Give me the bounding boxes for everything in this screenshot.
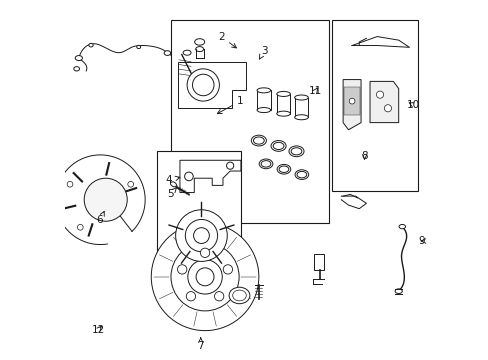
Text: 8: 8 [361, 150, 367, 161]
Ellipse shape [270, 140, 285, 151]
Bar [314, 253, 324, 270]
Circle shape [384, 105, 391, 112]
Circle shape [193, 228, 209, 243]
Ellipse shape [294, 115, 308, 120]
Text: 3: 3 [259, 46, 267, 59]
Circle shape [151, 223, 258, 330]
Circle shape [187, 260, 222, 294]
Ellipse shape [170, 182, 176, 187]
Ellipse shape [251, 135, 266, 146]
Bar [276, 94, 290, 114]
Text: 11: 11 [308, 86, 322, 96]
Circle shape [77, 224, 83, 230]
Ellipse shape [279, 166, 288, 172]
Ellipse shape [228, 287, 249, 304]
Text: 9: 9 [418, 236, 425, 246]
Bar [156, 151, 241, 266]
Bar [332, 21, 418, 191]
Circle shape [196, 268, 214, 286]
Ellipse shape [394, 289, 402, 293]
Ellipse shape [259, 159, 272, 169]
Circle shape [186, 292, 195, 301]
Circle shape [177, 265, 186, 274]
Text: 4: 4 [165, 175, 180, 185]
Ellipse shape [194, 39, 204, 45]
Ellipse shape [296, 171, 306, 178]
Ellipse shape [75, 55, 82, 60]
Circle shape [376, 91, 383, 98]
Ellipse shape [290, 148, 301, 155]
Ellipse shape [294, 95, 308, 100]
Ellipse shape [89, 43, 93, 47]
Ellipse shape [137, 45, 141, 49]
Ellipse shape [277, 165, 290, 174]
Circle shape [348, 98, 354, 104]
Text: 1: 1 [217, 96, 243, 114]
Ellipse shape [273, 142, 284, 149]
Circle shape [67, 181, 73, 187]
Polygon shape [343, 80, 360, 130]
Polygon shape [178, 62, 246, 108]
Circle shape [214, 292, 224, 301]
Ellipse shape [261, 161, 270, 167]
Circle shape [223, 265, 232, 274]
Text: 7: 7 [197, 338, 203, 351]
Circle shape [171, 243, 239, 311]
Ellipse shape [195, 46, 203, 51]
Bar [171, 21, 328, 223]
Ellipse shape [183, 50, 191, 55]
Polygon shape [344, 87, 359, 116]
Circle shape [226, 162, 233, 169]
Ellipse shape [257, 108, 270, 113]
Ellipse shape [294, 170, 308, 180]
Circle shape [187, 69, 219, 101]
Circle shape [192, 74, 214, 96]
Text: 10: 10 [406, 100, 419, 110]
Ellipse shape [276, 91, 290, 96]
Polygon shape [369, 81, 398, 123]
Ellipse shape [398, 225, 405, 229]
Circle shape [84, 178, 127, 221]
Text: 12: 12 [91, 325, 104, 335]
Circle shape [185, 220, 217, 252]
Bar [257, 90, 270, 110]
Polygon shape [180, 160, 241, 193]
Ellipse shape [276, 111, 290, 116]
Text: 5: 5 [167, 187, 177, 199]
Bar [294, 98, 308, 117]
Ellipse shape [257, 88, 270, 93]
Circle shape [200, 248, 209, 257]
Ellipse shape [164, 51, 170, 55]
Text: 2: 2 [218, 32, 236, 48]
Text: 6: 6 [97, 211, 104, 225]
Circle shape [184, 172, 193, 181]
Ellipse shape [232, 290, 246, 301]
Ellipse shape [288, 146, 304, 157]
Ellipse shape [74, 67, 80, 71]
Circle shape [127, 181, 133, 187]
Ellipse shape [253, 137, 264, 144]
Circle shape [175, 210, 227, 261]
